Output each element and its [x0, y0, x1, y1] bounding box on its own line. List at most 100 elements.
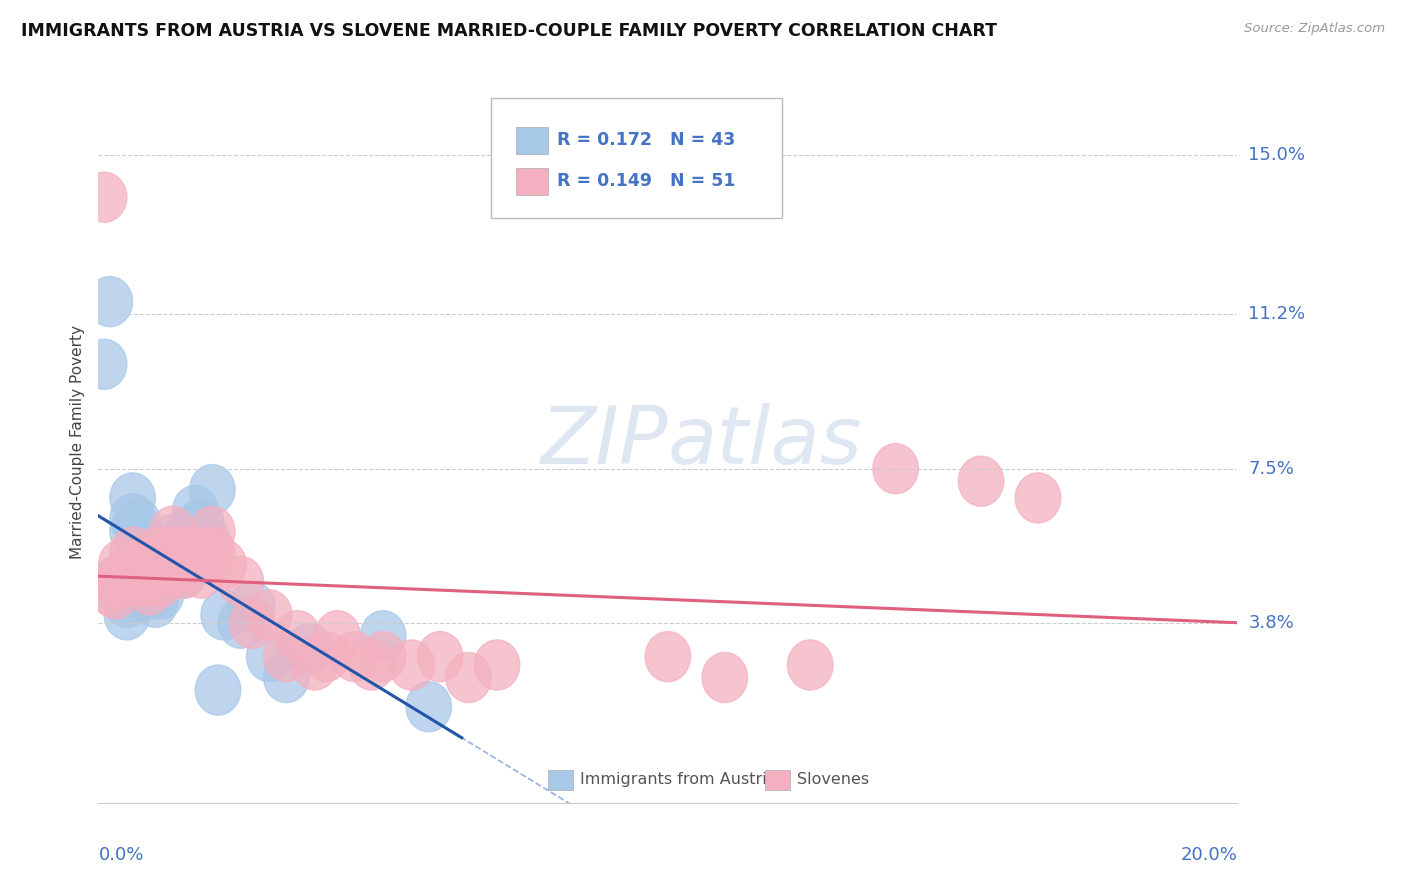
- Ellipse shape: [132, 527, 179, 577]
- FancyBboxPatch shape: [516, 127, 548, 154]
- Ellipse shape: [104, 590, 149, 640]
- Ellipse shape: [132, 557, 179, 607]
- Ellipse shape: [167, 527, 212, 577]
- Text: Immigrants from Austria: Immigrants from Austria: [581, 772, 776, 787]
- Ellipse shape: [98, 565, 143, 615]
- Ellipse shape: [115, 515, 162, 565]
- Ellipse shape: [184, 515, 229, 565]
- Ellipse shape: [121, 548, 167, 599]
- Ellipse shape: [360, 632, 406, 681]
- Ellipse shape: [104, 577, 149, 627]
- Ellipse shape: [149, 507, 195, 557]
- Ellipse shape: [93, 557, 138, 607]
- Ellipse shape: [315, 611, 360, 661]
- Ellipse shape: [98, 540, 143, 590]
- Ellipse shape: [418, 632, 463, 681]
- Text: 11.2%: 11.2%: [1249, 305, 1306, 323]
- Ellipse shape: [218, 599, 263, 648]
- Text: R = 0.149   N = 51: R = 0.149 N = 51: [557, 172, 735, 190]
- Ellipse shape: [87, 565, 132, 615]
- Ellipse shape: [162, 535, 207, 586]
- Ellipse shape: [110, 507, 155, 557]
- FancyBboxPatch shape: [548, 770, 574, 789]
- Y-axis label: Married-Couple Family Poverty: Married-Couple Family Poverty: [69, 325, 84, 558]
- Ellipse shape: [127, 527, 173, 577]
- Ellipse shape: [201, 540, 246, 590]
- Text: Source: ZipAtlas.com: Source: ZipAtlas.com: [1244, 22, 1385, 36]
- Ellipse shape: [127, 569, 173, 619]
- Ellipse shape: [110, 473, 155, 523]
- Ellipse shape: [332, 632, 377, 681]
- Ellipse shape: [143, 548, 190, 599]
- Ellipse shape: [82, 172, 127, 222]
- Ellipse shape: [173, 485, 218, 535]
- FancyBboxPatch shape: [491, 98, 782, 218]
- Ellipse shape: [276, 611, 321, 661]
- Ellipse shape: [246, 590, 292, 640]
- Ellipse shape: [132, 548, 179, 599]
- Text: 20.0%: 20.0%: [1181, 847, 1237, 864]
- Ellipse shape: [104, 548, 149, 599]
- Ellipse shape: [110, 527, 155, 577]
- Ellipse shape: [121, 515, 167, 565]
- Ellipse shape: [287, 624, 332, 673]
- Ellipse shape: [104, 557, 149, 607]
- Ellipse shape: [787, 640, 832, 690]
- Text: Slovenes: Slovenes: [797, 772, 869, 787]
- Ellipse shape: [127, 548, 173, 599]
- Text: atlas: atlas: [668, 402, 863, 481]
- Ellipse shape: [195, 665, 240, 715]
- Ellipse shape: [138, 557, 184, 607]
- Ellipse shape: [446, 652, 491, 703]
- Ellipse shape: [645, 632, 690, 681]
- Ellipse shape: [190, 527, 235, 577]
- Ellipse shape: [292, 640, 337, 690]
- Ellipse shape: [132, 527, 179, 577]
- Ellipse shape: [115, 540, 162, 590]
- Ellipse shape: [263, 652, 309, 703]
- Ellipse shape: [121, 548, 167, 599]
- Ellipse shape: [406, 681, 451, 731]
- Ellipse shape: [127, 565, 173, 615]
- Ellipse shape: [110, 494, 155, 544]
- Ellipse shape: [87, 277, 132, 326]
- Ellipse shape: [702, 652, 748, 703]
- Ellipse shape: [263, 632, 309, 681]
- Ellipse shape: [121, 569, 167, 619]
- Ellipse shape: [162, 548, 207, 599]
- Ellipse shape: [138, 569, 184, 619]
- Ellipse shape: [82, 339, 127, 389]
- Ellipse shape: [474, 640, 520, 690]
- Text: 15.0%: 15.0%: [1249, 146, 1305, 164]
- Ellipse shape: [229, 582, 276, 632]
- Ellipse shape: [138, 540, 184, 590]
- Ellipse shape: [156, 535, 201, 586]
- Ellipse shape: [190, 465, 235, 515]
- Ellipse shape: [132, 577, 179, 627]
- Ellipse shape: [201, 590, 246, 640]
- Ellipse shape: [360, 611, 406, 661]
- Ellipse shape: [121, 527, 167, 577]
- Ellipse shape: [246, 632, 292, 681]
- Ellipse shape: [149, 515, 195, 565]
- Ellipse shape: [349, 640, 395, 690]
- Ellipse shape: [179, 548, 224, 599]
- Ellipse shape: [229, 599, 276, 648]
- Ellipse shape: [167, 507, 212, 557]
- Ellipse shape: [115, 548, 162, 599]
- Ellipse shape: [115, 498, 162, 548]
- FancyBboxPatch shape: [765, 770, 790, 789]
- Ellipse shape: [184, 527, 229, 577]
- Ellipse shape: [179, 498, 224, 548]
- Ellipse shape: [93, 569, 138, 619]
- Ellipse shape: [190, 507, 235, 557]
- Ellipse shape: [143, 527, 190, 577]
- Ellipse shape: [873, 443, 918, 494]
- Text: ZIP: ZIP: [540, 402, 668, 481]
- Text: 7.5%: 7.5%: [1249, 459, 1295, 478]
- FancyBboxPatch shape: [516, 168, 548, 195]
- Ellipse shape: [138, 548, 184, 599]
- Ellipse shape: [1015, 473, 1060, 523]
- Ellipse shape: [162, 548, 207, 599]
- Ellipse shape: [218, 557, 263, 607]
